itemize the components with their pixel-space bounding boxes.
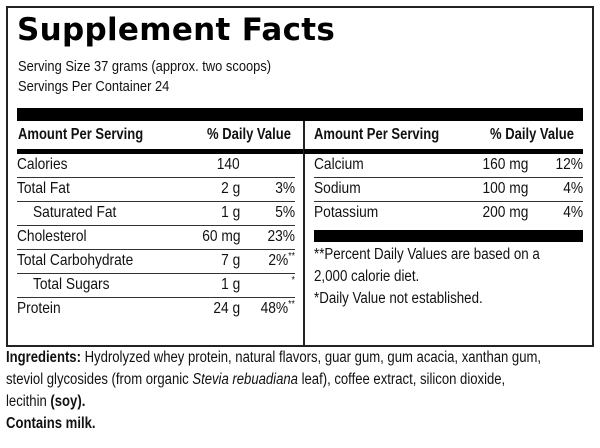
nutrient-dv: 5% (275, 204, 295, 221)
nutrient-name: Calories (17, 156, 68, 173)
mineral-row-sodium: Sodium 100 mg 4% (314, 178, 583, 202)
mineral-row-potassium: Potassium 200 mg 4% (314, 202, 583, 226)
nutrient-amount: 7 g (220, 252, 240, 269)
right-header-rule (304, 149, 583, 154)
nutrient-name: Total Sugars (33, 276, 110, 293)
mineral-name: Sodium (314, 180, 361, 197)
dv-value: 48% (260, 300, 289, 317)
nutrient-name: Cholesterol (17, 228, 87, 245)
thick-divider-right (314, 230, 583, 242)
nutrient-name: Protein (17, 300, 61, 317)
ingredients-line-2: steviol glycosides (from organic Stevia … (6, 369, 598, 391)
ingredients-line-3: lecithin (soy). (6, 391, 598, 413)
mineral-dv: 4% (563, 180, 583, 197)
stevia-species: Stevia rebuadiana (192, 371, 298, 388)
right-header-amount: Amount Per Serving (314, 126, 440, 143)
nutrient-name: Total Carbohydrate (17, 252, 134, 269)
nutrient-amount: 2 g (220, 180, 240, 197)
serving-size: Serving Size 37 grams (approx. two scoop… (18, 58, 272, 75)
contains-milk: Contains milk. (6, 415, 96, 432)
mineral-dv: 4% (563, 204, 583, 221)
panel-title: Supplement Facts (17, 12, 336, 48)
nutrient-row-calories: Calories 140 (17, 154, 295, 178)
nutrient-amount: 60 mg (201, 228, 240, 245)
nutrient-row-cholesterol: Cholesterol 60 mg 23% (17, 226, 295, 250)
mineral-amount: 100 mg (482, 180, 528, 197)
ingredients-text: Hydrolyzed whey protein, natural flavors… (80, 349, 542, 366)
footnote-mark: * (291, 275, 295, 286)
nutrient-row-total-sugars: Total Sugars 1 g * (17, 274, 295, 298)
nutrient-amount: 140 (217, 156, 240, 173)
nutrient-row-saturated-fat: Saturated Fat 1 g 5% (17, 202, 295, 226)
nutrient-name: Total Fat (17, 180, 70, 197)
nutrient-row-total-fat: Total Fat 2 g 3% (17, 178, 295, 202)
footnote-percent-dv-line1: **Percent Daily Values are based on a (314, 246, 540, 263)
footnote-mark: ** (288, 251, 295, 262)
nutrient-name: Saturated Fat (33, 204, 117, 221)
footnote-mark: ** (288, 299, 295, 310)
right-header-dv: % Daily Value (490, 126, 574, 143)
nutrient-amount: 1 g (220, 204, 240, 221)
mineral-amount: 160 mg (482, 156, 528, 173)
nutrient-amount: 1 g (220, 276, 240, 293)
ingredients-text: steviol glycosides (from organic (6, 371, 193, 388)
mineral-name: Potassium (314, 204, 379, 221)
nutrient-dv: * (291, 275, 295, 294)
ingredients-block: Ingredients: Hydrolyzed whey protein, na… (6, 347, 598, 435)
mineral-row-calcium: Calcium 160 mg 12% (314, 154, 583, 178)
nutrient-dv: 48%** (260, 299, 295, 318)
soy-allergen: (soy). (50, 393, 86, 410)
nutrient-dv: 2%** (268, 251, 295, 270)
dv-value: 2% (268, 252, 289, 269)
footnote-percent-dv-line2: 2,000 calorie diet. (314, 268, 420, 285)
thick-divider-top (17, 108, 583, 121)
left-header-amount: Amount Per Serving (18, 126, 144, 143)
ingredients-text: lecithin (6, 393, 51, 410)
ingredients-label: Ingredients: (6, 349, 81, 366)
nutrient-row-protein: Protein 24 g 48%** (17, 298, 295, 322)
ingredients-line-1: Ingredients: Hydrolyzed whey protein, na… (6, 347, 598, 369)
mineral-name: Calcium (314, 156, 364, 173)
ingredients-text: leaf), coffee extract, silicon dioxide, (297, 371, 506, 388)
mineral-amount: 200 mg (482, 204, 528, 221)
nutrient-dv: 3% (275, 180, 295, 197)
nutrient-row-total-carbohydrate: Total Carbohydrate 7 g 2%** (17, 250, 295, 274)
left-header-dv: % Daily Value (207, 126, 291, 143)
nutrient-amount: 24 g (213, 300, 240, 317)
column-divider (303, 121, 305, 345)
servings-per-container: Servings Per Container 24 (18, 78, 170, 95)
allergen-statement: Contains milk. (6, 413, 598, 435)
nutrient-dv: 23% (267, 228, 295, 245)
footnote-dv-not-established: *Daily Value not established. (314, 290, 483, 307)
mineral-dv: 12% (555, 156, 583, 173)
left-header-rule (17, 149, 303, 154)
supplement-facts-panel: Supplement Facts Serving Size 37 grams (… (6, 6, 594, 347)
